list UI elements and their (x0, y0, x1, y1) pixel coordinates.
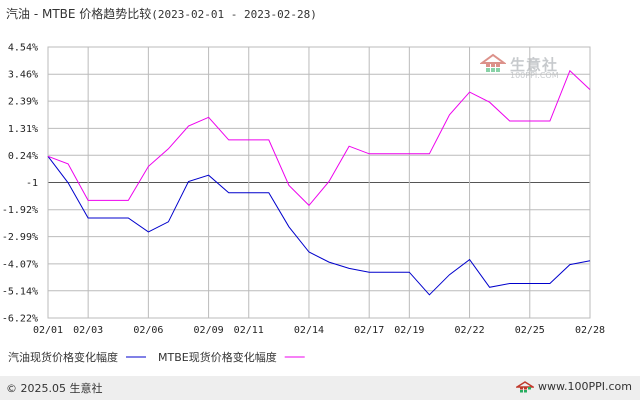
x-tick-label: 02/11 (234, 325, 264, 336)
watermark-brand: 生意社 (510, 55, 559, 74)
x-tick-label: 02/09 (194, 325, 224, 336)
x-tick-label: 02/03 (73, 325, 103, 336)
x-tick-label: 02/14 (294, 325, 324, 336)
y-tick-label: 1.31% (8, 124, 38, 135)
y-tick-label: 4.54% (8, 43, 38, 54)
chart-title-range: (2023-02-01 - 2023-02-28) (151, 8, 317, 21)
y-tick-label: 3.46% (8, 70, 38, 81)
legend-label-mtbe: MTBE现货价格变化幅度 (158, 350, 277, 364)
y-tick-label: -4.07% (2, 259, 38, 270)
legend-label-gasoline: 汽油现货价格变化幅度 (8, 350, 118, 364)
x-tick-label: 02/06 (133, 325, 163, 336)
watermark-url: 100PPI.COM (510, 71, 559, 80)
footer-copyright: © 2025.05 生意社 (6, 382, 103, 395)
footer-bar: © 2025.05 生意社 www.100PPI.com (0, 376, 640, 400)
chart-canvas: 4.54% 3.46% 2.39% 1.31% 0.24% -1 -1.92% -2.99% -… (2, 43, 605, 365)
y-tick-label: -2.99% (2, 232, 38, 243)
series-line-mtbe (47, 69, 591, 207)
y-tick-label: -6.22% (2, 314, 38, 325)
y-tick-label: 2.39% (8, 97, 38, 108)
footer-site[interactable]: www.100PPI.com (516, 380, 632, 393)
series-line-gasoline (47, 155, 591, 296)
y-tick-label: -1 (26, 178, 38, 189)
logo-icon (516, 380, 535, 392)
chart-title: 汽油 - MTBE 价格趋势比较(2023-02-01 - 2023-02-28… (6, 5, 317, 22)
grid (47, 46, 591, 319)
x-tick-label: 02/25 (515, 325, 545, 336)
y-axis-ticks: 4.54% 3.46% 2.39% 1.31% 0.24% -1 -1.92% -2.99% -… (2, 43, 38, 325)
watermark: 生意社 100PPI.COM (480, 53, 559, 80)
footer-site-url: www.100PPI.com (538, 380, 632, 393)
x-tick-label: 02/28 (575, 325, 605, 336)
y-tick-label: -1.92% (2, 205, 38, 216)
y-tick-label: 0.24% (8, 151, 38, 162)
x-tick-label: 02/01 (33, 325, 63, 336)
chart-title-main: 汽油 - MTBE 价格趋势比较 (6, 7, 152, 21)
x-axis-ticks: 02/01 02/03 02/06 02/09 02/11 02/14 02/17 02/19… (33, 325, 605, 336)
y-tick-label: -5.14% (2, 286, 38, 297)
x-tick-label: 02/17 (354, 325, 384, 336)
x-tick-label: 02/19 (394, 325, 424, 336)
x-tick-label: 02/22 (455, 325, 485, 336)
series-lines (47, 69, 591, 296)
house-logo-icon (480, 53, 506, 72)
legend: 汽油现货价格变化幅度 MTBE现货价格变化幅度 (8, 350, 305, 364)
